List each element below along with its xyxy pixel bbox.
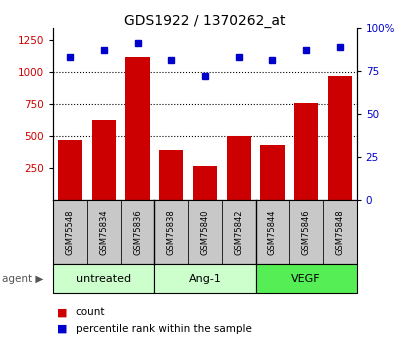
- Text: percentile rank within the sample: percentile rank within the sample: [76, 324, 251, 334]
- Text: Ang-1: Ang-1: [188, 274, 221, 284]
- Text: GSM75846: GSM75846: [301, 209, 310, 255]
- Text: GSM75838: GSM75838: [166, 209, 175, 255]
- Text: VEGF: VEGF: [291, 274, 320, 284]
- Text: agent ▶: agent ▶: [2, 274, 43, 284]
- Bar: [58, 140, 82, 200]
- Text: count: count: [76, 307, 105, 317]
- Text: ■: ■: [57, 307, 68, 317]
- Text: GSM75548: GSM75548: [65, 209, 74, 255]
- Text: GSM75842: GSM75842: [234, 209, 243, 255]
- Text: untreated: untreated: [76, 274, 131, 284]
- Text: GSM75848: GSM75848: [335, 209, 344, 255]
- Text: GSM75844: GSM75844: [267, 209, 276, 255]
- Bar: [159, 150, 183, 200]
- Bar: [293, 103, 317, 200]
- Bar: [226, 136, 250, 200]
- Text: GSM75836: GSM75836: [133, 209, 142, 255]
- Bar: [125, 57, 149, 200]
- Text: ■: ■: [57, 324, 68, 334]
- Bar: [327, 76, 351, 200]
- Text: GSM75834: GSM75834: [99, 209, 108, 255]
- Bar: [92, 120, 116, 200]
- Text: GDS1922 / 1370262_at: GDS1922 / 1370262_at: [124, 14, 285, 28]
- Bar: [260, 145, 284, 200]
- Text: GSM75840: GSM75840: [200, 209, 209, 255]
- Bar: [192, 166, 217, 200]
